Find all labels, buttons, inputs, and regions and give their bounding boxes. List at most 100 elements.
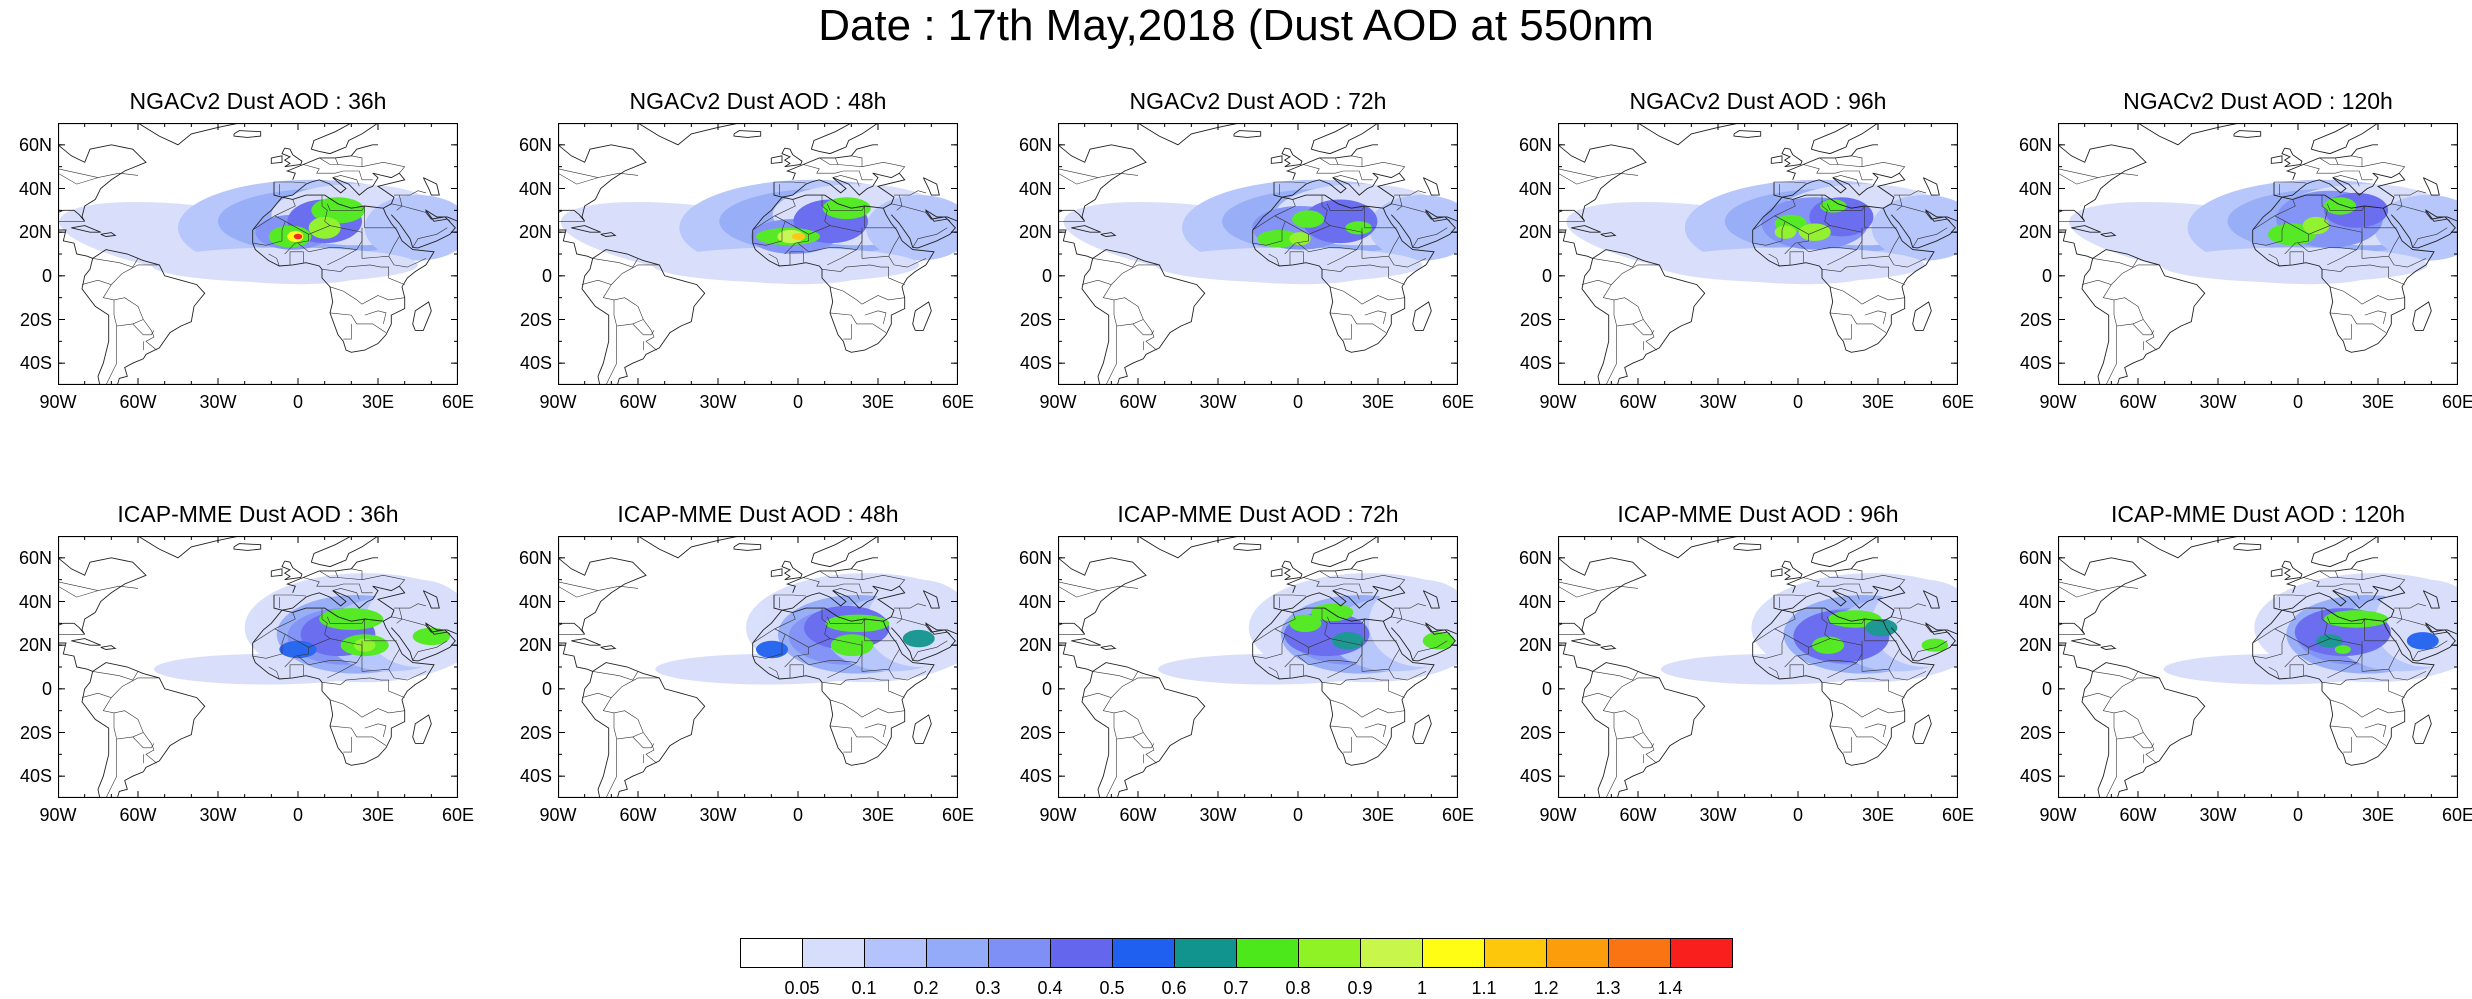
- border-line: [2332, 588, 2360, 600]
- border-line: [252, 199, 296, 231]
- coastlines: [57, 535, 459, 808]
- border-line: [1843, 323, 1852, 340]
- border-line: [1321, 195, 1331, 226]
- border-line: [1057, 585, 1099, 598]
- coast-europe: [1773, 172, 1906, 209]
- lon-tick-label: 60W: [2119, 392, 2157, 412]
- border-line: [1808, 225, 1863, 259]
- border-line: [1864, 619, 1897, 642]
- lat-tick-label: 20S: [19, 309, 52, 330]
- border-line: [821, 677, 905, 698]
- border-line: [308, 225, 363, 259]
- border-line: [1861, 649, 1900, 672]
- border-line: [1752, 612, 1796, 644]
- dust-contour: [1865, 619, 1898, 637]
- lat-tick-label: 40S: [1519, 766, 1552, 787]
- border-line: [1837, 155, 1863, 168]
- lat-tick-label: 20S: [519, 722, 552, 743]
- lon-tick-label: 30W: [1199, 805, 1237, 825]
- lon-tick-label: 0: [292, 392, 304, 412]
- border-line: [1327, 616, 1365, 624]
- border-line: [364, 723, 387, 737]
- dust-contour: [1289, 232, 1311, 246]
- coast-central-america: [1558, 642, 1593, 672]
- coast-africa: [752, 196, 935, 353]
- coast-britain: [1281, 560, 1303, 581]
- border-line: [2102, 284, 2157, 351]
- border-line: [821, 608, 831, 639]
- border-line: [1252, 215, 1286, 246]
- border-line: [808, 225, 863, 259]
- lon-tick-label: 60E: [1941, 392, 1975, 412]
- coast-south-america: [2081, 249, 2206, 395]
- border-line: [832, 588, 860, 600]
- border-line: [835, 170, 873, 181]
- border-line: [752, 215, 786, 246]
- lat-tick-label: 40S: [519, 353, 552, 374]
- border-line: [1861, 236, 1900, 259]
- lon-tick-label: 90W: [2039, 392, 2077, 412]
- lon-tick-label: 0: [292, 805, 304, 825]
- map-panel-7: ICAP-MME Dust AOD : 48h 60N 40N 20N 0 20S 40S 9…: [519, 503, 986, 833]
- border-line: [1092, 671, 1139, 681]
- lat-tick-label: 40S: [1519, 353, 1552, 374]
- dust-field: [59, 179, 472, 285]
- coast-south-america: [581, 662, 706, 808]
- border-line: [835, 583, 873, 594]
- lon-tick-label: 30E: [861, 805, 895, 825]
- lon-tick-label: 30E: [361, 805, 395, 825]
- dust-contour: [1292, 210, 1325, 228]
- border-line: [632, 323, 655, 336]
- coast-britain: [781, 560, 803, 581]
- dust-contour: [2324, 610, 2389, 628]
- coast-britain: [781, 147, 803, 168]
- lon-tick-label: 60W: [2119, 805, 2157, 825]
- lon-tick-label: 90W: [39, 392, 77, 412]
- country-borders: [1557, 568, 1948, 807]
- lat-tick-label: 20S: [2019, 722, 2052, 743]
- border-line: [1391, 203, 1427, 213]
- border-line: [2394, 603, 2427, 609]
- coast-iceland: [1233, 543, 1262, 551]
- coast-ireland: [770, 155, 783, 164]
- border-line: [1843, 736, 1852, 753]
- border-line: [1808, 638, 1863, 672]
- coast-central-america: [1558, 229, 1593, 259]
- border-line: [2113, 712, 2144, 740]
- lon-tick-label: 30W: [2199, 805, 2237, 825]
- coast-persian-gulf: [2425, 209, 2459, 222]
- coast-baltic-europe: [1285, 144, 1378, 180]
- coast-caspian: [1422, 590, 1440, 609]
- lat-tick-label: 40S: [1019, 353, 1052, 374]
- border-line: [1832, 588, 1860, 600]
- lon-tick-label: 60W: [119, 392, 157, 412]
- border-line: [289, 664, 304, 678]
- coast-arabia: [2390, 621, 2456, 662]
- map-panel-3: NGACv2 Dust AOD : 72h 60N 40N 20N 0 20S 40S 90W…: [1019, 90, 1476, 420]
- border-line: [1581, 264, 1660, 285]
- coast-hispaniola: [2100, 232, 2117, 237]
- border-line: [888, 256, 927, 268]
- border-line: [1132, 736, 1155, 749]
- colorbar-swatch: [864, 938, 927, 968]
- lat-tick-label: 0: [1041, 265, 1052, 286]
- coast-greenland: [2137, 122, 2240, 146]
- coast-ireland: [1770, 568, 1783, 577]
- map-panel-1: NGACv2 Dust AOD : 36h 60N 40N 20N 0 20S 40S 90W…: [19, 90, 474, 420]
- border-line: [1888, 669, 1927, 681]
- border-line: [332, 175, 360, 187]
- border-line: [1592, 671, 1639, 681]
- border-line: [321, 608, 331, 639]
- border-line: [2252, 199, 2296, 231]
- map-frame: [1557, 122, 1979, 395]
- dust-aod-map: [557, 535, 986, 808]
- dust-contour: [1332, 632, 1365, 650]
- border-line: [1391, 616, 1427, 626]
- border-line: [789, 251, 804, 265]
- border-line: [1896, 195, 1903, 211]
- border-line: [1343, 323, 1352, 340]
- coast-cuba: [1571, 638, 1601, 646]
- coast-arabia: [390, 621, 456, 662]
- dust-contour: [1921, 638, 1949, 652]
- border-line: [891, 616, 927, 626]
